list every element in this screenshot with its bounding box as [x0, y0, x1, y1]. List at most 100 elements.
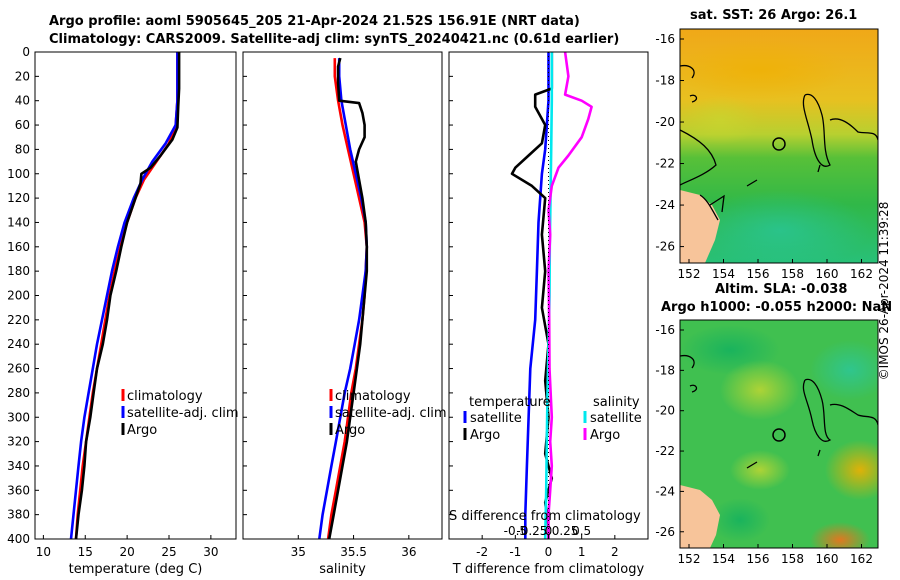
- sla-ytick-label-0: -16: [655, 323, 675, 337]
- xtick-label-temperature-0: 10: [36, 545, 51, 559]
- sst-xtick-label-1: 154: [712, 267, 735, 281]
- legend-label-temperature-1: satellite-adj. clim: [127, 406, 239, 421]
- ytick-label-14: 280: [7, 386, 30, 400]
- ytick-label-11: 220: [7, 313, 30, 327]
- ytick-label-12: 240: [7, 337, 30, 351]
- legend-t-label-1: Argo: [470, 428, 500, 443]
- sla-xtick-label-0: 152: [678, 552, 701, 566]
- ytick-label-15: 300: [7, 410, 30, 424]
- ytick-label-1: 20: [15, 69, 30, 83]
- xtick-label-temperature-3: 25: [161, 545, 176, 559]
- figure-title-line1: Argo profile: aoml 5905645_205 21-Apr-20…: [49, 14, 580, 29]
- series-temperature-2: [74, 52, 181, 540]
- sst-yellow-patch: [680, 95, 760, 145]
- xtick-label-difference-4: 2: [611, 545, 619, 559]
- sla-patch-2: [720, 360, 800, 420]
- ytick-label-0: 0: [22, 45, 30, 59]
- sst-map-title: sat. SST: 26 Argo: 26.1: [690, 8, 858, 23]
- sla-map-title: Altim. SLA: -0.038: [715, 282, 848, 297]
- sla-xtick-label-2: 156: [747, 552, 770, 566]
- xtick-label-difference-0: -2: [476, 545, 488, 559]
- sst-warm-patch: [680, 40, 850, 100]
- xtick-label-difference-1: -1: [509, 545, 521, 559]
- stick-label-2: 0: [545, 524, 553, 538]
- stick-label-1: -0.25: [516, 524, 547, 538]
- series-difference-1: [510, 52, 554, 539]
- sla-map: [680, 320, 878, 548]
- sla-patch-6: [730, 450, 790, 490]
- sst-xtick-label-0: 152: [678, 267, 701, 281]
- legend-label-salinity-1: satellite-adj. clim: [335, 406, 447, 421]
- xtick-label-difference-2: 0: [545, 545, 553, 559]
- sla-patch-7: [710, 498, 770, 542]
- xtick-label-salinity-1: 35.5: [340, 545, 367, 559]
- series-salinity-2: [327, 57, 369, 540]
- sla-land: [680, 485, 720, 548]
- xtick-label-salinity-0: 35: [291, 545, 306, 559]
- legend-t-title: temperature: [469, 395, 551, 410]
- sla-xtick-label-3: 158: [781, 552, 804, 566]
- xtick-label-temperature-1: 15: [78, 545, 93, 559]
- sla-contours: [680, 354, 878, 469]
- sst-land: [680, 190, 720, 263]
- sla-ytick-label-2: -20: [655, 404, 675, 418]
- legend-label-temperature-2: Argo: [127, 423, 157, 438]
- sst-argo-marker: [772, 137, 786, 151]
- sst-xtick-label-5: 162: [850, 267, 873, 281]
- sst-ytick-label-5: -26: [655, 240, 675, 254]
- xtick-label-difference-3: 1: [578, 545, 586, 559]
- ytick-label-9: 180: [7, 264, 30, 278]
- ytick-label-13: 260: [7, 362, 30, 376]
- series-temperature-0: [74, 52, 179, 540]
- axes-frame-temperature: [34, 51, 237, 540]
- panel-salinity: 35 35.5 36 salinity climatology satellite-adj…: [242, 51, 447, 577]
- sst-ytick-label-2: -20: [655, 115, 675, 129]
- sla-argo-marker: [772, 428, 786, 442]
- sst-map-frame: [679, 28, 879, 264]
- legend-label-salinity-0: climatology: [335, 389, 411, 404]
- ytick-label-8: 160: [7, 240, 30, 254]
- legend-label-temperature-0: climatology: [127, 389, 203, 404]
- sst-ytick-label-4: -24: [655, 198, 675, 212]
- ytick-label-4: 80: [15, 142, 30, 156]
- series-difference-0: [524, 52, 550, 539]
- sst-ytick-label-3: -22: [655, 157, 675, 171]
- sla-ytick-label-4: -24: [655, 484, 675, 498]
- ytick-label-5: 100: [7, 167, 30, 181]
- sst-cool-patch: [690, 190, 870, 263]
- sla-xtick-label-5: 162: [850, 552, 873, 566]
- sla-ytick-label-5: -26: [655, 525, 675, 539]
- series-difference-3: [547, 51, 593, 539]
- sst-ytick-label-0: -16: [655, 32, 675, 46]
- sst-xtick-label-3: 158: [781, 267, 804, 281]
- legend-t-label-0: satellite: [470, 411, 522, 426]
- series-temperature-1: [69, 52, 179, 540]
- series-salinity-1: [318, 58, 369, 540]
- stick-label-4: 0.5: [572, 524, 591, 538]
- ytick-label-18: 360: [7, 483, 30, 497]
- sla-xtick-label-4: 160: [816, 552, 839, 566]
- xtick-label-temperature-4: 30: [203, 545, 218, 559]
- xlabel-salinity: salinity: [319, 562, 366, 577]
- sla-xtick-label-1: 154: [712, 552, 735, 566]
- sla-patch-3: [810, 340, 878, 400]
- xlabel-temperature: temperature (deg C): [69, 562, 203, 577]
- sla-patch-5: [810, 522, 870, 548]
- legend-label-salinity-2: Argo: [335, 423, 365, 438]
- ytick-label-16: 320: [7, 435, 30, 449]
- panel-difference: -2 -1 0 1 2 T difference from climatology temp…: [448, 51, 649, 577]
- stick-label-0: -0.5: [504, 524, 527, 538]
- sst-map: [680, 29, 878, 263]
- ytick-label-10: 200: [7, 289, 30, 303]
- xlabel-s: S difference from climatology: [449, 509, 641, 524]
- sla-ytick-label-1: -18: [655, 363, 675, 377]
- sst-xtick-label-4: 160: [816, 267, 839, 281]
- ytick-label-2: 40: [15, 94, 30, 108]
- sla-ytick-label-3: -22: [655, 444, 675, 458]
- legend-s-title: salinity: [593, 395, 640, 410]
- sla-map-frame: [679, 319, 879, 549]
- sst-xtick-label-2: 156: [747, 267, 770, 281]
- sst-ytick-label-1: -18: [655, 74, 675, 88]
